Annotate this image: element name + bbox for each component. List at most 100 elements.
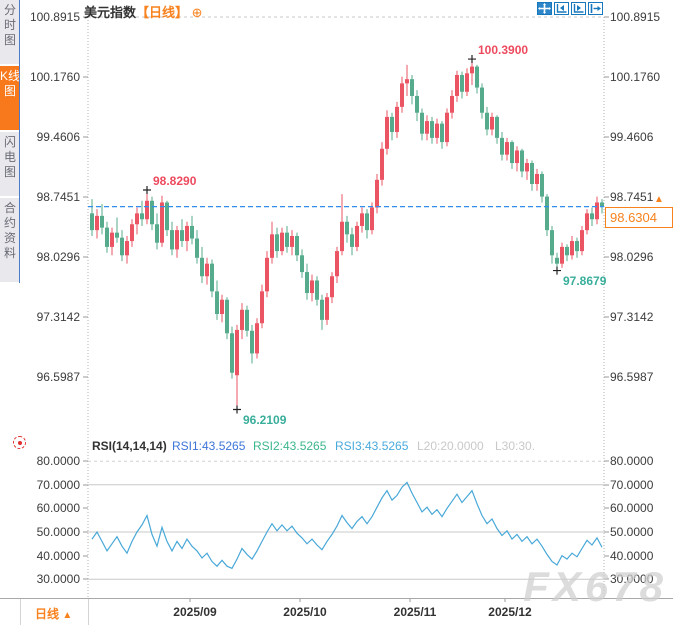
caret-up-icon: ▲ [62, 610, 73, 621]
candle-body [110, 232, 114, 247]
candle-body [190, 225, 194, 239]
rsi-axis-tick: 70.0000 [610, 478, 654, 492]
candle-body [145, 200, 149, 220]
candle-body [410, 79, 414, 96]
last-price-box: 98.6304 [605, 207, 673, 229]
sidebar-item-1[interactable]: 分时图 [0, 0, 20, 64]
price-annotation: 98.8290 [153, 173, 197, 188]
rsi-axis-tick: 50.0000 [610, 525, 654, 539]
candle-body [310, 280, 314, 294]
candle-body [415, 95, 419, 113]
candle-body [150, 200, 154, 225]
price-axis-tick: 100.1760 [610, 70, 661, 84]
candle-body [170, 230, 174, 250]
candle-body [550, 230, 554, 256]
rsi-line [91, 481, 603, 570]
candle-body [430, 121, 434, 138]
candle-body [220, 299, 224, 314]
candle-body [380, 148, 384, 180]
candle-body [125, 241, 129, 256]
candle-body [105, 227, 109, 247]
candle-body [560, 246, 564, 264]
candle-body [255, 323, 259, 354]
candle-body [210, 263, 214, 292]
candle-body [265, 257, 269, 292]
main-chart-plot[interactable] [88, 17, 604, 430]
candle-body [205, 263, 209, 277]
price-axis-tick: 100.8915 [610, 10, 661, 24]
gear-plus-icon[interactable]: ⊕ [191, 5, 203, 20]
candle-body [360, 213, 364, 226]
time-axis-tick: 2025/12 [488, 605, 532, 619]
rsi-axis-tick: 80.0000 [36, 454, 80, 468]
price-annotation: 96.2109 [243, 412, 287, 427]
candle-body [335, 251, 339, 277]
candle-body [585, 213, 589, 231]
rsi-axis-tick: 60.0000 [36, 501, 80, 515]
candle-body [135, 213, 139, 225]
candle-body [355, 225, 359, 247]
rsi-axis-tick: 30.0000 [36, 572, 80, 586]
price-axis-tick: 98.7451 [610, 190, 654, 204]
candle-body [500, 137, 504, 155]
time-axis-tick: 2025/09 [173, 605, 217, 619]
candle-body [225, 299, 229, 334]
chart-title: 美元指数【日线】 ⊕ [84, 2, 203, 21]
candle-body [580, 230, 584, 252]
candle-body [250, 330, 254, 354]
price-axis-tick: 98.0296 [610, 250, 654, 264]
crosshair-marker [233, 405, 241, 414]
candle-body [100, 215, 104, 228]
rsi-axis-tick: 50.0000 [36, 525, 80, 539]
candle-body [535, 173, 539, 185]
candle-body [375, 179, 379, 208]
indicator-settings-icon[interactable] [13, 436, 26, 449]
candle-body [240, 309, 244, 330]
sidebar-item-2[interactable]: K线图 [0, 66, 20, 130]
price-axis-tick: 99.4606 [610, 130, 654, 144]
time-axis-line [0, 598, 673, 599]
compress-x-axis-icon[interactable] [554, 2, 569, 15]
candle-body [295, 236, 299, 256]
candle-body [160, 202, 164, 243]
candle-body [370, 207, 374, 231]
candle-body [215, 291, 219, 314]
candle-body [305, 272, 309, 294]
sidebar-item-4[interactable]: 合约资料 [0, 198, 20, 282]
candle-body [440, 123, 444, 143]
candle-body [235, 329, 239, 376]
candle-body [385, 116, 389, 149]
exit-right-icon[interactable] [588, 2, 603, 15]
candle-body [325, 297, 329, 320]
rsi3-value: RSI3:43.5265 [335, 439, 409, 453]
candle-body [485, 112, 489, 130]
candle-body [185, 225, 189, 242]
symbol-name: 美元指数 [84, 5, 137, 20]
candle-body [200, 257, 204, 277]
candle-body [260, 291, 264, 324]
candle-body [130, 224, 134, 242]
period-selector[interactable]: 日线 ▲ [35, 605, 72, 622]
candle-body [195, 238, 199, 258]
rsi-axis-tick: 70.0000 [36, 478, 80, 492]
candle-body [575, 241, 579, 252]
expand-x-axis-icon[interactable] [571, 2, 586, 15]
price-axis-tick: 98.0296 [36, 250, 80, 264]
candle-body [515, 150, 519, 164]
candle-body [510, 142, 514, 164]
price-axis-tick: 97.3142 [610, 310, 654, 324]
candle-body [230, 333, 234, 373]
price-axis-tick: 97.3142 [36, 310, 80, 324]
candle-body [540, 173, 544, 197]
rsi-axis-tick: 80.0000 [610, 454, 654, 468]
sidebar-item-3[interactable]: 闪电图 [0, 132, 20, 196]
candle-body [495, 116, 499, 138]
candle-body [300, 255, 304, 273]
candle-body [465, 73, 469, 92]
rsi-l30-value: L30:30. [495, 439, 536, 453]
rsi-l20-value: L20:20.0000 [417, 439, 484, 453]
pan-move-icon[interactable] [537, 2, 552, 15]
price-axis-tick: 99.4606 [36, 130, 80, 144]
price-axis-tick: 96.5987 [610, 370, 654, 384]
